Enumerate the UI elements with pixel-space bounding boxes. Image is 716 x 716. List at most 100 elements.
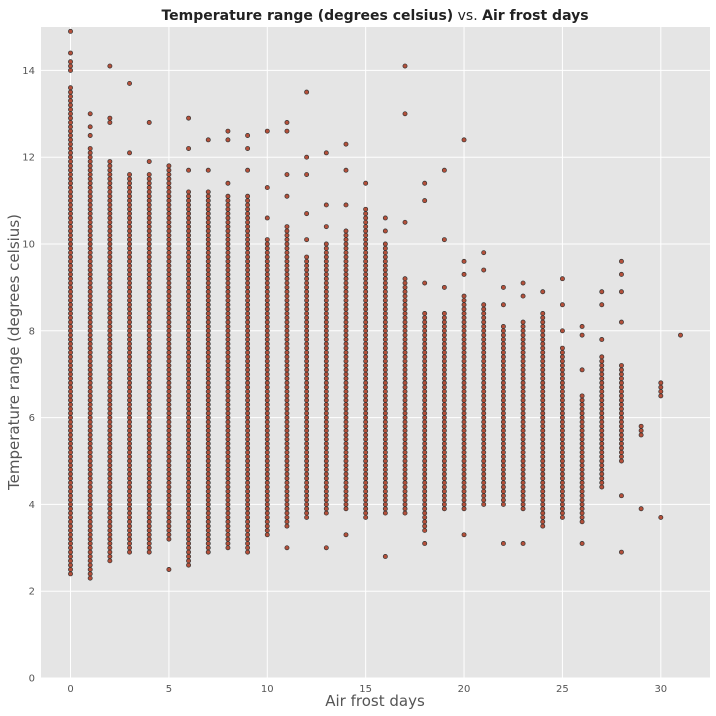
data-point	[186, 263, 192, 269]
data-point	[481, 345, 487, 351]
data-point	[68, 514, 73, 520]
data-point	[146, 189, 152, 195]
data-point	[540, 458, 546, 464]
data-point	[481, 319, 487, 325]
data-point	[441, 237, 447, 243]
data-point	[402, 302, 408, 308]
data-point	[323, 484, 329, 490]
data-point	[500, 363, 506, 368]
data-point	[68, 271, 73, 277]
data-point	[166, 211, 172, 217]
data-point	[599, 376, 605, 381]
data-point	[540, 423, 546, 429]
data-point	[264, 458, 270, 464]
data-point	[205, 345, 211, 351]
data-point	[284, 193, 290, 199]
data-point	[107, 462, 113, 468]
data-point	[245, 389, 251, 395]
data-point	[127, 384, 132, 390]
data-point	[481, 402, 487, 408]
data-point	[323, 436, 329, 442]
data-point	[540, 467, 546, 473]
data-point	[382, 449, 388, 455]
data-point	[343, 475, 349, 481]
data-point	[343, 432, 349, 438]
data-point	[343, 202, 349, 208]
data-point	[87, 384, 93, 390]
data-point	[343, 350, 349, 355]
data-point	[500, 371, 506, 377]
data-point	[264, 488, 270, 494]
data-point	[146, 367, 152, 373]
data-point	[166, 406, 172, 412]
data-point	[284, 276, 290, 282]
data-point	[422, 324, 428, 329]
data-point	[166, 389, 172, 395]
data-point	[107, 224, 113, 230]
data-point	[146, 215, 152, 221]
data-point	[520, 441, 526, 447]
data-point	[481, 367, 487, 373]
data-point	[284, 128, 290, 134]
data-point	[87, 167, 93, 173]
data-point	[500, 441, 506, 447]
data-point	[186, 397, 192, 403]
data-point	[304, 415, 310, 421]
data-point	[402, 467, 408, 473]
data-point	[225, 358, 231, 364]
data-point	[127, 228, 132, 234]
data-point	[619, 406, 624, 412]
data-point	[382, 415, 388, 421]
data-point	[323, 358, 329, 364]
data-point	[500, 337, 506, 342]
data-point	[205, 202, 211, 208]
data-point	[264, 462, 270, 468]
data-point	[402, 419, 408, 425]
data-point	[264, 423, 270, 429]
data-point	[245, 280, 251, 286]
data-point	[245, 458, 251, 464]
data-point	[363, 341, 369, 347]
data-point	[245, 480, 251, 486]
data-point	[323, 493, 329, 499]
data-point	[127, 506, 132, 512]
data-point	[68, 93, 73, 99]
data-point	[422, 436, 428, 442]
data-point	[540, 402, 546, 408]
data-point	[225, 519, 231, 525]
data-point	[382, 376, 388, 381]
data-point	[146, 402, 152, 408]
data-point	[363, 224, 369, 230]
data-point	[441, 454, 447, 460]
data-point	[225, 319, 231, 325]
y-tick-label: 12	[22, 153, 35, 164]
data-point	[422, 332, 428, 338]
data-point	[540, 384, 546, 390]
data-point	[323, 428, 329, 434]
data-point	[500, 324, 506, 329]
data-point	[481, 324, 487, 329]
data-point	[382, 328, 388, 334]
data-point	[363, 480, 369, 486]
data-point	[68, 128, 73, 134]
data-point	[619, 384, 624, 390]
data-point	[146, 449, 152, 455]
data-point	[363, 245, 369, 251]
x-tick-labels: 0 5 10 15 20 25 30	[67, 684, 667, 695]
data-point	[540, 310, 546, 316]
data-point	[481, 380, 487, 386]
data-point	[205, 545, 211, 551]
data-point	[87, 146, 93, 151]
data-point	[225, 211, 231, 217]
data-point	[264, 367, 270, 373]
data-point	[146, 206, 152, 212]
data-point	[343, 241, 349, 247]
data-point	[166, 315, 172, 321]
data-point	[284, 289, 290, 295]
data-point	[68, 475, 73, 481]
data-point	[205, 211, 211, 217]
data-point	[146, 258, 152, 264]
data-point	[540, 475, 546, 481]
data-point	[225, 341, 231, 347]
data-point	[107, 380, 113, 386]
